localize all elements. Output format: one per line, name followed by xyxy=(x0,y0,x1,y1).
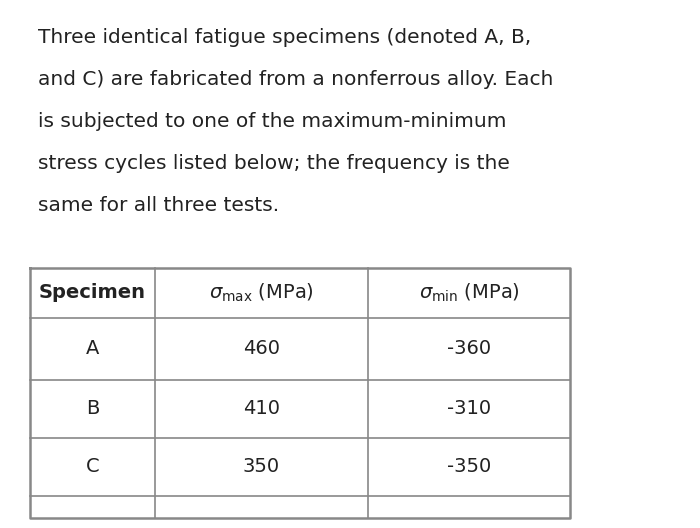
Text: Specimen: Specimen xyxy=(39,284,146,303)
Text: same for all three tests.: same for all three tests. xyxy=(38,196,279,215)
Text: stress cycles listed below; the frequency is the: stress cycles listed below; the frequenc… xyxy=(38,154,510,173)
Text: $\sigma_\mathrm{max}$ (MPa): $\sigma_\mathrm{max}$ (MPa) xyxy=(209,282,314,304)
Text: 410: 410 xyxy=(243,400,280,419)
Polygon shape xyxy=(30,268,570,518)
Text: -360: -360 xyxy=(447,340,491,359)
Text: A: A xyxy=(86,340,99,359)
Text: $\sigma_\mathrm{min}$ (MPa): $\sigma_\mathrm{min}$ (MPa) xyxy=(419,282,519,304)
Text: Three identical fatigue specimens (denoted A, B,: Three identical fatigue specimens (denot… xyxy=(38,28,531,47)
Text: C: C xyxy=(85,457,99,476)
Text: -310: -310 xyxy=(447,400,491,419)
Text: and C) are fabricated from a nonferrous alloy. Each: and C) are fabricated from a nonferrous … xyxy=(38,70,554,89)
Text: B: B xyxy=(86,400,99,419)
Text: -350: -350 xyxy=(447,457,491,476)
Text: 460: 460 xyxy=(243,340,280,359)
Text: is subjected to one of the maximum-minimum: is subjected to one of the maximum-minim… xyxy=(38,112,507,131)
Text: 350: 350 xyxy=(243,457,280,476)
